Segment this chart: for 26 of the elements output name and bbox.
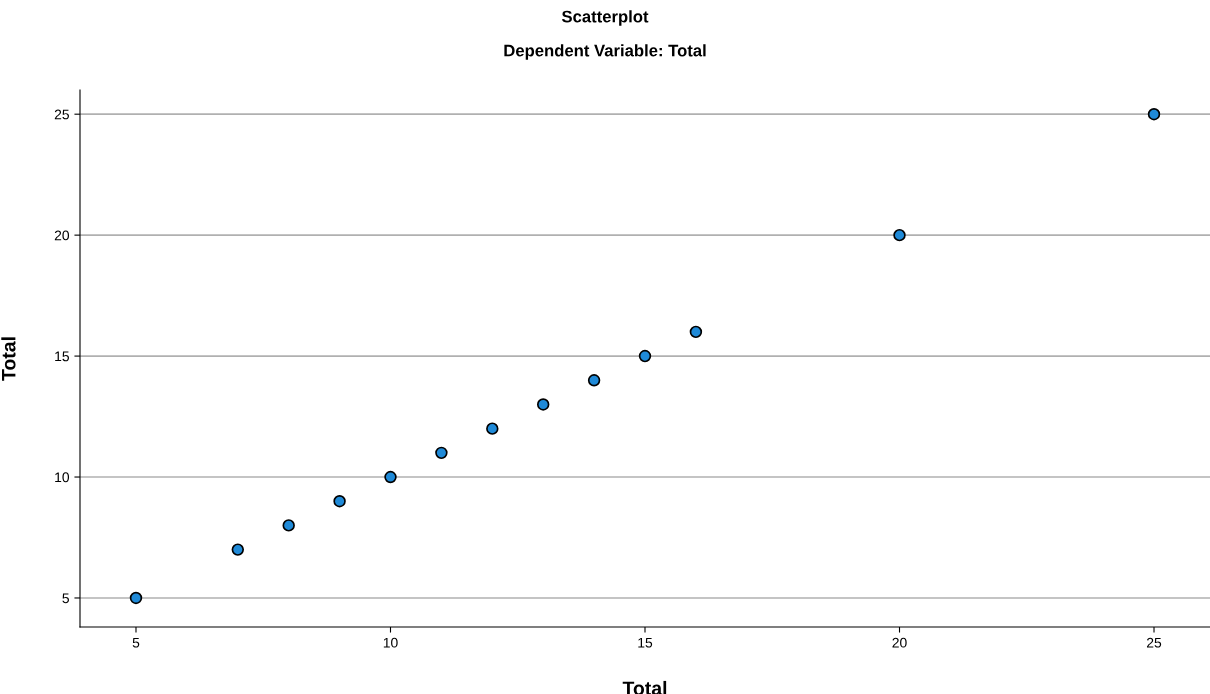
x-tick-label: 15 xyxy=(638,637,653,648)
point xyxy=(384,470,397,484)
chart-subtitle: Dependent Variable: Total xyxy=(504,44,706,60)
x-tick-label: 5 xyxy=(132,637,140,648)
point xyxy=(282,519,295,532)
point xyxy=(333,495,346,508)
point xyxy=(486,422,499,435)
point xyxy=(435,446,448,460)
x-tick-label: 10 xyxy=(383,637,398,648)
point xyxy=(638,349,652,363)
point xyxy=(129,591,143,605)
y-tick-label: 20 xyxy=(54,230,70,241)
point xyxy=(536,398,550,411)
point xyxy=(893,228,906,242)
y-tick-label: 25 xyxy=(54,109,69,120)
point xyxy=(689,325,703,339)
y-tick-label: 5 xyxy=(62,593,69,604)
point xyxy=(231,543,245,556)
y-axis-title: Total xyxy=(1,337,16,381)
point xyxy=(1147,107,1161,121)
chart-title: Scatterplot xyxy=(561,10,649,26)
y-tick-label: 15 xyxy=(55,351,69,362)
x-tick-label: 25 xyxy=(1146,637,1162,648)
point xyxy=(587,374,601,387)
y-tick-label: 10 xyxy=(55,472,70,483)
x-tick-label: 20 xyxy=(892,637,907,648)
